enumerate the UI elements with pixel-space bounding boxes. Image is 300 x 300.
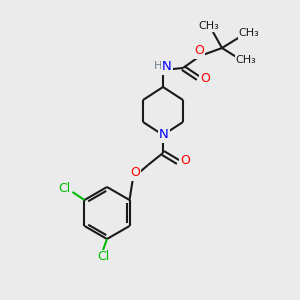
Text: O: O — [200, 71, 210, 85]
Text: Cl: Cl — [58, 182, 70, 194]
Text: O: O — [130, 167, 140, 179]
Text: N: N — [162, 61, 172, 74]
Text: N: N — [159, 128, 169, 142]
Text: CH₃: CH₃ — [199, 21, 219, 31]
Text: O: O — [180, 154, 190, 167]
Text: Cl: Cl — [97, 250, 109, 263]
Text: H: H — [154, 61, 162, 71]
Text: O: O — [194, 44, 204, 58]
Text: CH₃: CH₃ — [238, 28, 260, 38]
Text: CH₃: CH₃ — [236, 55, 256, 65]
